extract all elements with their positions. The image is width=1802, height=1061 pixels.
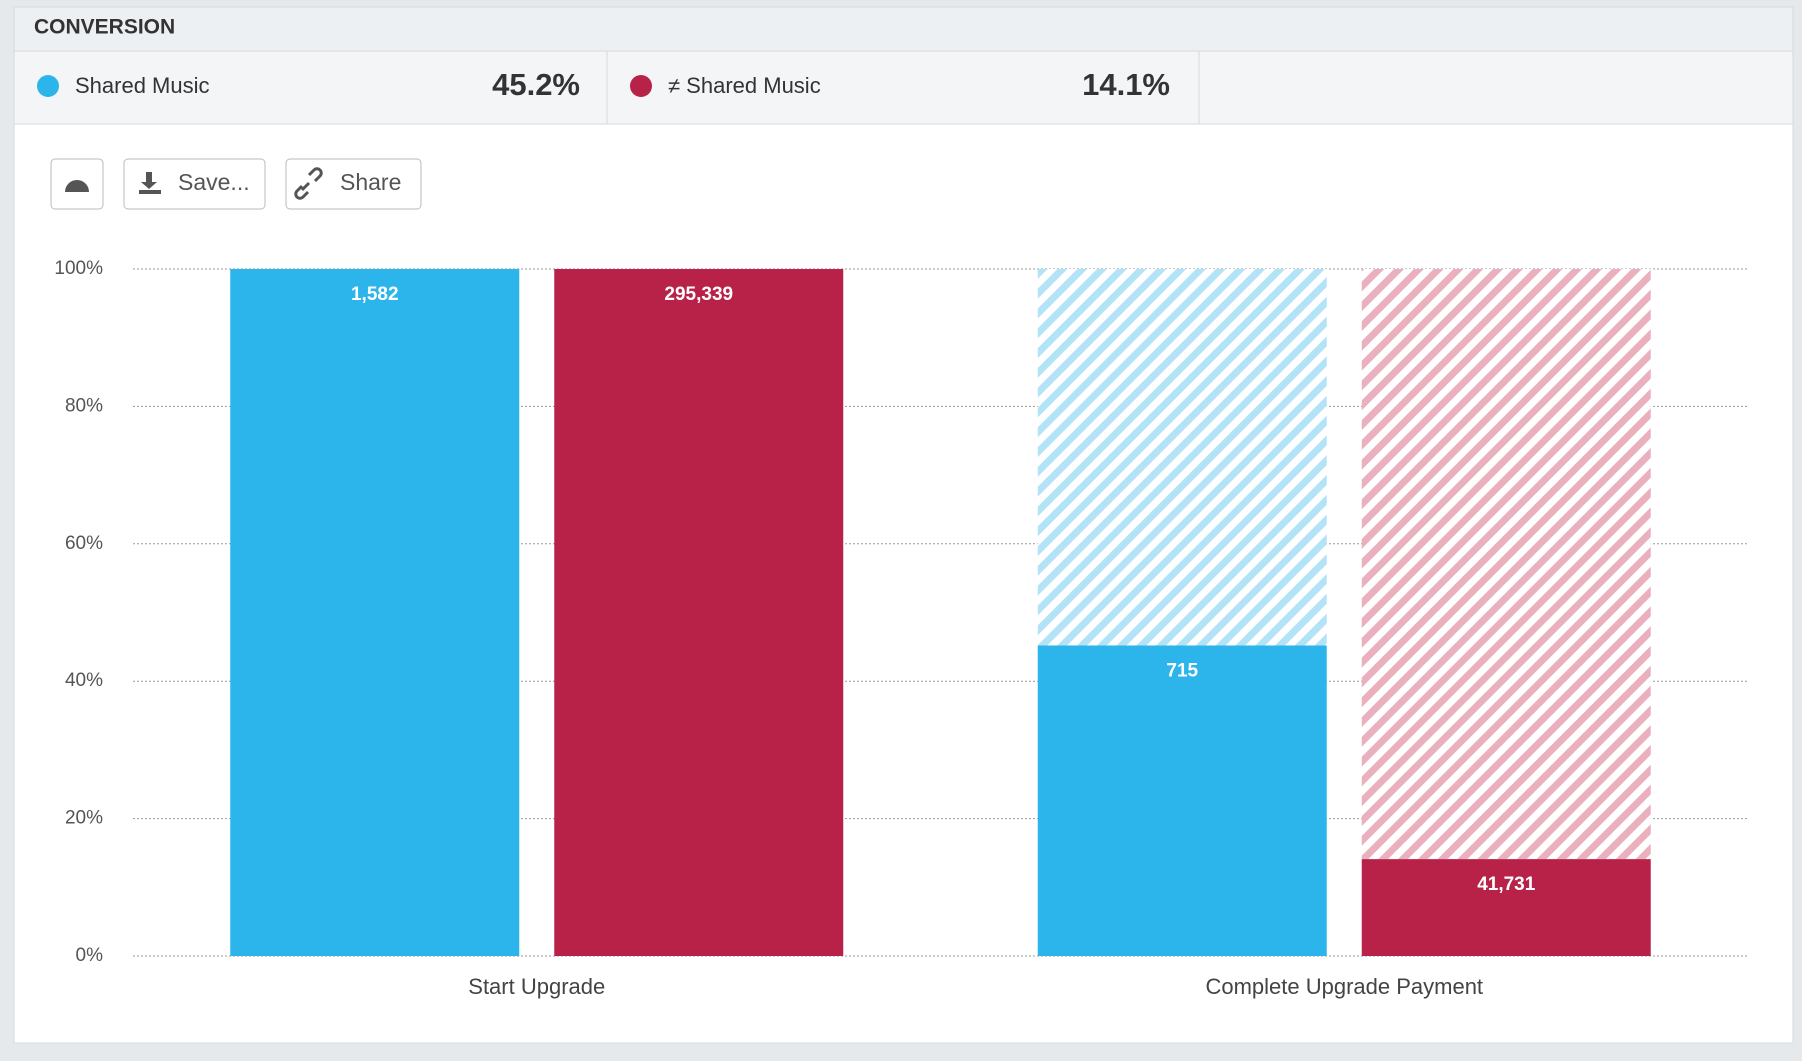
y-tick-label: 20% (65, 808, 103, 829)
conversion-rate: 14.1% (1082, 67, 1170, 102)
bar (230, 269, 520, 956)
bar (1361, 859, 1651, 956)
dashboard-button[interactable] (50, 158, 104, 210)
header-bar (13, 6, 1794, 52)
bar (554, 269, 844, 956)
bar-count-label: 715 (1166, 660, 1198, 681)
x-tick-label: Complete Upgrade Payment (1205, 974, 1483, 999)
y-tick-label: 80% (65, 395, 103, 416)
button-label: Share (340, 169, 401, 195)
legend-dot (630, 75, 652, 97)
legend-label: Shared Music (75, 73, 210, 98)
dropoff (1037, 269, 1327, 646)
dropoff (1361, 269, 1651, 860)
legend-label: ≠ Shared Music (668, 73, 821, 98)
y-tick-label: 100% (54, 258, 103, 279)
conversion-rate: 45.2% (492, 67, 580, 102)
share-button[interactable]: Share (285, 158, 422, 210)
summary-row (13, 50, 1794, 125)
header-title: CONVERSION (34, 16, 175, 39)
x-tick-label: Start Upgrade (468, 974, 605, 999)
y-tick-label: 0% (76, 945, 104, 966)
bar-count-label: 1,582 (351, 284, 399, 305)
y-tick-label: 40% (65, 670, 103, 691)
button-label: Save... (178, 169, 250, 195)
y-tick-label: 60% (65, 533, 103, 554)
bar-count-label: 41,731 (1477, 874, 1536, 895)
legend-dot (37, 75, 59, 97)
bar (1037, 645, 1327, 956)
save-button[interactable]: Save... (123, 158, 266, 210)
bar-count-label: 295,339 (664, 284, 733, 305)
